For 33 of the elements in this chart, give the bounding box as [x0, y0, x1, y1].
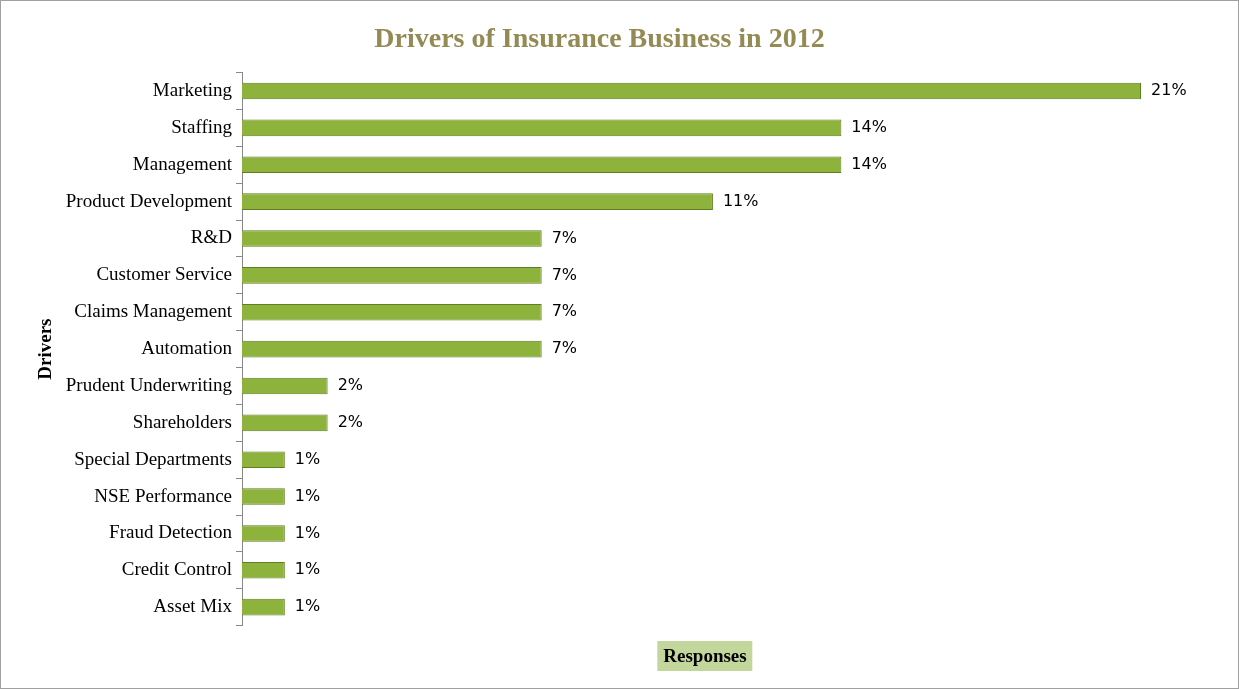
- data-label: 14%: [851, 117, 887, 137]
- y-tick-label: Claims Management: [74, 300, 233, 322]
- y-tick-label: Asset Mix: [153, 595, 233, 617]
- y-tick-label: Staffing: [171, 115, 233, 137]
- data-label: 1%: [294, 448, 321, 468]
- data-label: 7%: [551, 264, 578, 284]
- data-label: 14%: [851, 153, 887, 173]
- data-label: 2%: [337, 375, 364, 395]
- data-label: 1%: [294, 522, 321, 542]
- data-label: 7%: [551, 301, 578, 321]
- y-tick-label: R&D: [190, 226, 233, 248]
- data-label: 1%: [294, 559, 321, 579]
- y-tick-label: Shareholders: [132, 410, 233, 432]
- y-tick-label: Prudent Underwriting: [65, 373, 233, 395]
- data-label: 21%: [1151, 80, 1187, 100]
- data-label: 7%: [551, 338, 578, 358]
- y-tick-label: Product Development: [65, 189, 233, 211]
- y-tick-label: Management: [132, 152, 233, 174]
- data-label: 11%: [722, 190, 759, 210]
- y-tick-label: Credit Control: [121, 558, 233, 580]
- y-axis-title: Drivers: [34, 318, 56, 380]
- y-tick-label: Automation: [141, 337, 233, 359]
- y-tick-label: Marketing: [152, 79, 233, 101]
- data-label: 1%: [294, 485, 321, 505]
- chart-title: Drivers of Insurance Business in 2012: [374, 22, 825, 54]
- y-tick-label: Customer Service: [96, 263, 233, 285]
- y-tick-label: Fraud Detection: [109, 521, 233, 543]
- y-tick-label: NSE Performance: [94, 484, 233, 506]
- data-label: 7%: [551, 227, 578, 247]
- data-label: 2%: [337, 411, 364, 431]
- y-tick-label: Special Departments: [74, 447, 233, 469]
- x-axis-title: Responses: [657, 641, 753, 671]
- data-label: 1%: [294, 596, 321, 616]
